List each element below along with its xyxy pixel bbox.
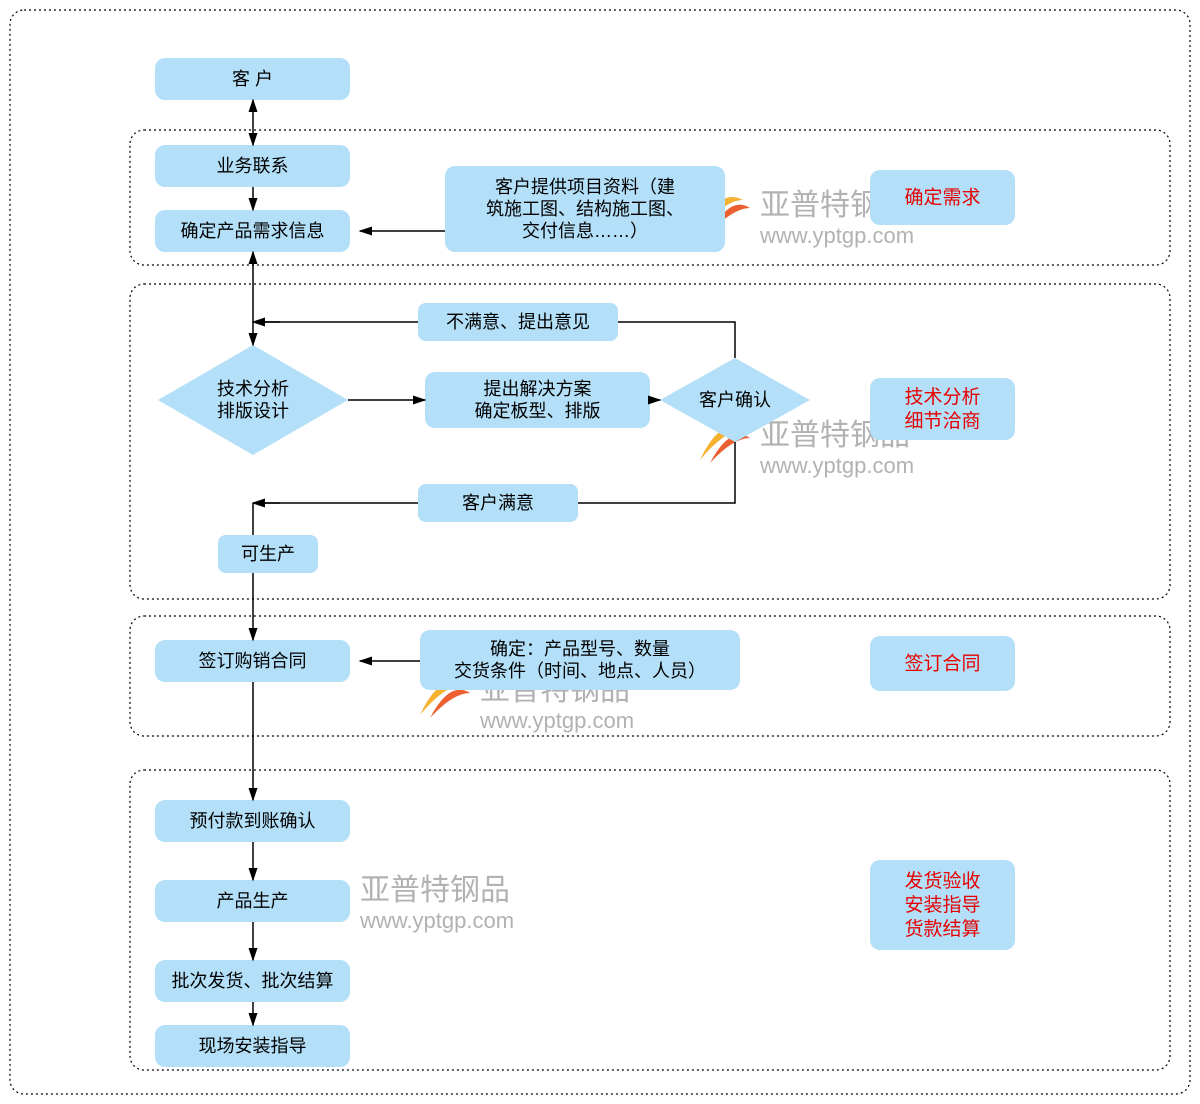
phase-label: 发货验收安装指导货款结算 [870,860,1015,950]
svg-text:确定板型、排版: 确定板型、排版 [475,401,601,421]
svg-text:筑施工图、结构施工图、: 筑施工图、结构施工图、 [486,199,684,219]
svg-text:亚普特钢品: 亚普特钢品 [360,874,510,907]
svg-text:客户满意: 客户满意 [462,493,534,513]
svg-text:排版设计: 排版设计 [217,401,289,421]
svg-text:现场安装指导: 现场安装指导 [199,1036,307,1056]
node-produce: 产品生产 [155,880,350,922]
svg-text:客户提供项目资料（建: 客户提供项目资料（建 [495,177,675,197]
svg-text:发货验收: 发货验收 [904,870,980,892]
svg-text:确定需求: 确定需求 [904,187,980,209]
svg-text:客户确认: 客户确认 [699,390,771,410]
phase-label: 技术分析细节洽商 [870,378,1015,440]
node-tech-diamond: 技术分析排版设计 [158,345,348,455]
node-contact: 业务联系 [155,145,350,187]
node-solution: 提出解决方案确定板型、排版 [425,372,650,428]
node-prepay: 预付款到账确认 [155,800,350,842]
svg-text:产品生产: 产品生产 [217,891,289,911]
svg-text:客 户: 客 户 [232,69,273,89]
node-customer: 客 户 [155,58,350,100]
svg-text:货款结算: 货款结算 [904,918,980,940]
svg-text:业务联系: 业务联系 [217,156,289,176]
node-ship: 批次发货、批次结算 [155,960,350,1002]
svg-text:签订购销合同: 签订购销合同 [199,651,307,671]
phase-label: 确定需求 [870,170,1015,225]
node-install: 现场安装指导 [155,1025,350,1067]
svg-text:确定：产品型号、数量: 确定：产品型号、数量 [490,639,670,659]
svg-text:签订合同: 签订合同 [904,653,980,675]
svg-text:提出解决方案: 提出解决方案 [484,379,592,399]
svg-text:确定产品需求信息: 确定产品需求信息 [181,221,325,241]
node-reqinfo: 确定产品需求信息 [155,210,350,252]
svg-text:www.yptgp.com: www.yptgp.com [759,453,914,478]
svg-text:细节洽商: 细节洽商 [904,410,980,432]
svg-text:交货条件（时间、地点、人员）: 交货条件（时间、地点、人员） [454,661,706,681]
node-details: 确定：产品型号、数量交货条件（时间、地点、人员） [420,630,740,690]
svg-text:www.yptgp.com: www.yptgp.com [479,708,634,733]
node-custdata: 客户提供项目资料（建筑施工图、结构施工图、交付信息……） [445,166,725,252]
svg-text:www.yptgp.com: www.yptgp.com [759,223,914,248]
flowchart-canvas: 亚普特钢品www.yptgp.com亚普特钢品www.yptgp.com亚普特钢… [0,0,1200,1104]
svg-text:安装指导: 安装指导 [904,894,980,916]
svg-text:技术分析: 技术分析 [217,379,289,399]
svg-text:技术分析: 技术分析 [904,386,980,408]
phase-label: 签订合同 [870,636,1015,691]
svg-text:不满意、提出意见: 不满意、提出意见 [446,312,590,332]
svg-text:交付信息……）: 交付信息……） [522,221,648,241]
svg-text:可生产: 可生产 [241,544,295,564]
svg-text:预付款到账确认: 预付款到账确认 [190,811,316,831]
node-sign: 签订购销合同 [155,640,350,682]
svg-text:www.yptgp.com: www.yptgp.com [359,908,514,933]
svg-text:批次发货、批次结算: 批次发货、批次结算 [172,971,334,991]
